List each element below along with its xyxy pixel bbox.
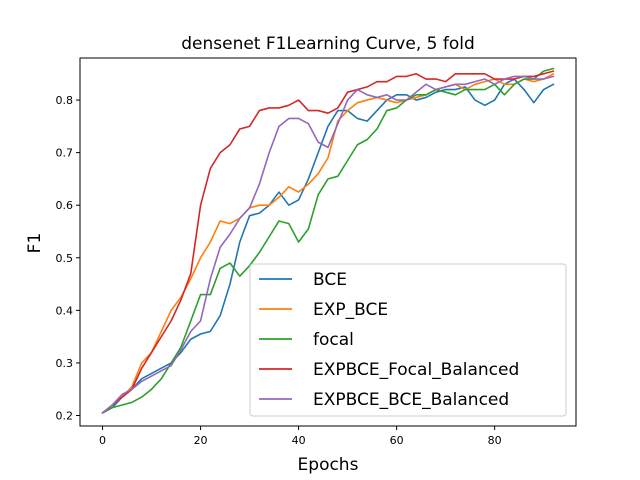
legend-label-3: EXPBCE_Focal_Balanced <box>313 360 519 380</box>
legend-label-2: focal <box>313 330 354 350</box>
y-tick-label-2: 0.4 <box>56 304 74 317</box>
y-tick-label-0: 0.2 <box>56 409 74 422</box>
x-tick-label-2: 40 <box>292 434 306 447</box>
legend-label-1: EXP_BCE <box>313 300 388 320</box>
x-axis-label: Epochs <box>298 455 359 475</box>
legend-box <box>249 263 567 417</box>
y-tick-label-5: 0.7 <box>56 147 74 160</box>
legend-label-0: BCE <box>313 270 347 290</box>
legend-label-4: EXPBCE_BCE_Balanced <box>313 390 509 410</box>
x-tick-label-4: 80 <box>488 434 502 447</box>
axes-frame <box>79 57 577 427</box>
plot-area: 0 20 40 60 80 0.2 0.3 0.4 0.5 0.6 0.7 0.8 <box>56 57 577 447</box>
series-line-2 <box>101 67 555 414</box>
y-tick-label-4: 0.6 <box>56 199 74 212</box>
y-axis-label: F1 <box>25 233 45 254</box>
chart-title: densenet F1Learning Curve, 5 fold <box>181 34 475 54</box>
series-line-4 <box>101 75 555 414</box>
x-tick-label-3: 60 <box>390 434 404 447</box>
y-tick-label-3: 0.5 <box>56 252 74 265</box>
y-tick-label-6: 0.8 <box>56 94 74 107</box>
x-tick-label-1: 20 <box>194 434 208 447</box>
series-line-1 <box>101 72 555 414</box>
x-tick-label-0: 0 <box>99 434 106 447</box>
y-tick-label-1: 0.3 <box>56 357 74 370</box>
series-line-3 <box>101 70 555 414</box>
